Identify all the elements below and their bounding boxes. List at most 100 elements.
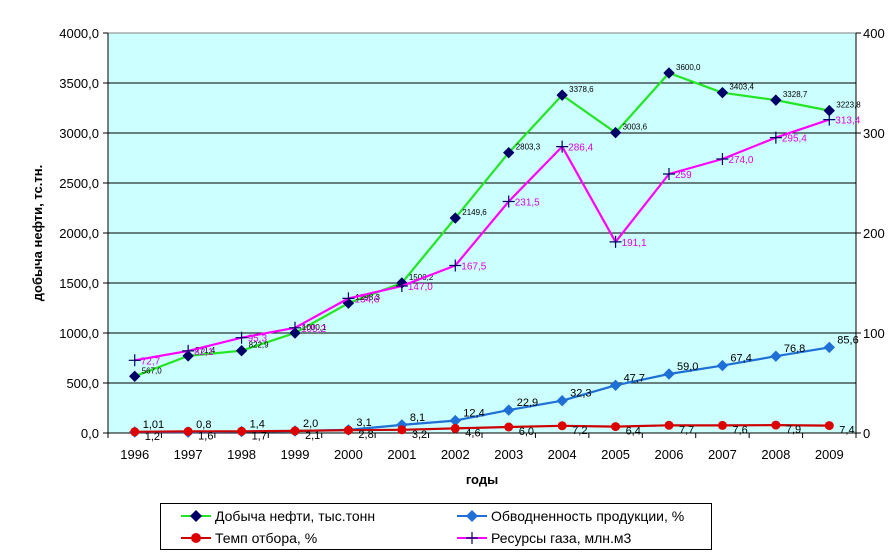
x-tick-label: 1999 — [281, 447, 310, 462]
series-3: 72,7 82,1 95,3 105,2 134,6 147,0 167,5 231,5 286… — [128, 113, 861, 367]
data-point — [129, 370, 141, 383]
y2-tick-label: 0 — [863, 426, 870, 441]
legend-label-water-cut: Обводненность продукции, % — [491, 508, 685, 524]
data-point — [716, 86, 729, 99]
y-tick-label: 2500,0 — [59, 176, 99, 191]
data-label: 295,4 — [782, 134, 807, 145]
data-point — [556, 394, 568, 407]
x-tick-label: 2004 — [548, 447, 577, 462]
data-label: 7,4 — [839, 425, 854, 437]
data-label: 76,8 — [784, 343, 805, 355]
data-point — [504, 422, 514, 432]
data-point — [769, 131, 782, 144]
data-label: 3403,4 — [729, 83, 754, 92]
data-label: 1,6 — [198, 430, 213, 442]
data-label: 2,8 — [358, 429, 373, 441]
legend-swatch-water-cut — [457, 510, 487, 522]
data-point — [342, 292, 355, 305]
data-point — [502, 195, 515, 208]
y-tick-label: 1000,0 — [59, 326, 99, 341]
data-label: 1000,1 — [302, 323, 327, 332]
data-label: 2803,3 — [516, 143, 541, 152]
data-label: 7,7 — [679, 424, 694, 436]
y2-tick-label: 100 — [863, 326, 885, 341]
data-point — [716, 153, 729, 165]
data-label: 72,7 — [141, 356, 161, 367]
data-label: 2149,6 — [462, 208, 487, 217]
data-point — [663, 67, 675, 79]
data-label: 6,0 — [519, 426, 534, 438]
data-label: 59,0 — [677, 361, 698, 373]
data-point — [503, 404, 515, 416]
data-label: 47,7 — [624, 372, 645, 384]
legend-label-oil: Добыча нефти, тыс.тонн — [215, 508, 376, 524]
y-tick-label: 3500,0 — [59, 76, 99, 91]
legend-item-rate: Темп отбора, % — [181, 528, 317, 548]
chart-canvas: 0,0 500,0 1000,0 1500,0 2000,0 2500,0 3000,0 35… — [30, 26, 885, 487]
data-label: 3600,0 — [676, 63, 701, 72]
data-point — [290, 426, 300, 436]
series-line — [134, 118, 830, 362]
y-axis-ticks: 0,0 500,0 1000,0 1500,0 2000,0 2500,0 3000,0 35… — [59, 26, 108, 441]
y-tick-label: 4000,0 — [59, 26, 99, 41]
data-label: 134,6 — [354, 294, 379, 305]
legend-label-rate: Темп отбора, % — [215, 530, 318, 546]
data-point — [343, 425, 353, 435]
x-tick-label: 2005 — [601, 447, 630, 462]
x-tick-label: 1998 — [227, 447, 256, 462]
data-point — [611, 422, 621, 432]
series-line — [134, 424, 830, 433]
data-label: 3328,7 — [783, 90, 808, 99]
x-tick-label: 2000 — [334, 447, 363, 462]
data-label: 8,1 — [410, 412, 425, 424]
data-point — [449, 259, 462, 272]
data-point — [395, 280, 408, 292]
data-point — [823, 341, 835, 354]
data-label: 313,4 — [835, 116, 860, 127]
data-point — [716, 359, 729, 372]
data-point — [235, 331, 248, 344]
data-point — [235, 345, 248, 357]
data-label: 1,2 — [145, 431, 160, 443]
data-label: 22,9 — [517, 397, 538, 409]
data-point — [609, 235, 622, 248]
x-tick-label: 2009 — [815, 447, 844, 462]
data-label: 259 — [675, 170, 692, 181]
legend-item-water-cut: Обводненность продукции, % — [457, 506, 684, 526]
y-tick-label: 1500,0 — [59, 276, 99, 291]
data-point — [130, 427, 140, 437]
x-tick-label: 2008 — [761, 447, 790, 462]
x-axis-ticks: 1996 1997 1998 1999 2000 2001 2002 2003 2004 2005… — [107, 433, 857, 462]
y2-tick-label: 300 — [863, 126, 885, 141]
data-point — [771, 420, 781, 430]
data-point — [237, 426, 247, 436]
data-label: 85,6 — [837, 334, 858, 346]
y-tick-label: 500,0 — [66, 376, 99, 391]
legend-swatch-gas — [457, 532, 487, 544]
data-label: 1298,3 — [355, 293, 380, 302]
data-label: 3003,6 — [623, 123, 648, 132]
data-point — [450, 423, 460, 433]
legend-swatch-oil — [181, 510, 211, 522]
data-point — [663, 168, 675, 180]
legend-item-gas: Ресурсы газа, млн.м3 — [457, 528, 631, 548]
y2-tick-label: 400 — [863, 26, 885, 41]
data-point — [449, 212, 461, 224]
series-layer: 567,0771,4822,91000,11298,31500,22149,62… — [128, 63, 861, 443]
data-label: 1,01 — [143, 419, 164, 431]
x-tick-label: 2003 — [494, 447, 523, 462]
x-tick-label: 2001 — [387, 447, 416, 462]
data-label: 6,4 — [626, 426, 641, 438]
x-axis-title: годы — [466, 472, 498, 487]
legend-item-oil: Добыча нефти, тыс.тонн — [181, 506, 375, 526]
data-point — [609, 126, 622, 139]
data-point — [557, 421, 567, 431]
data-label: 7,6 — [732, 424, 747, 436]
y-tick-label: 3000,0 — [59, 126, 99, 141]
data-point — [609, 379, 622, 392]
data-label: 82,1 — [194, 347, 214, 358]
data-point — [397, 425, 407, 435]
data-label: 7,2 — [572, 425, 587, 437]
data-label: 95,3 — [248, 334, 268, 345]
data-label: 2,1 — [305, 430, 320, 442]
